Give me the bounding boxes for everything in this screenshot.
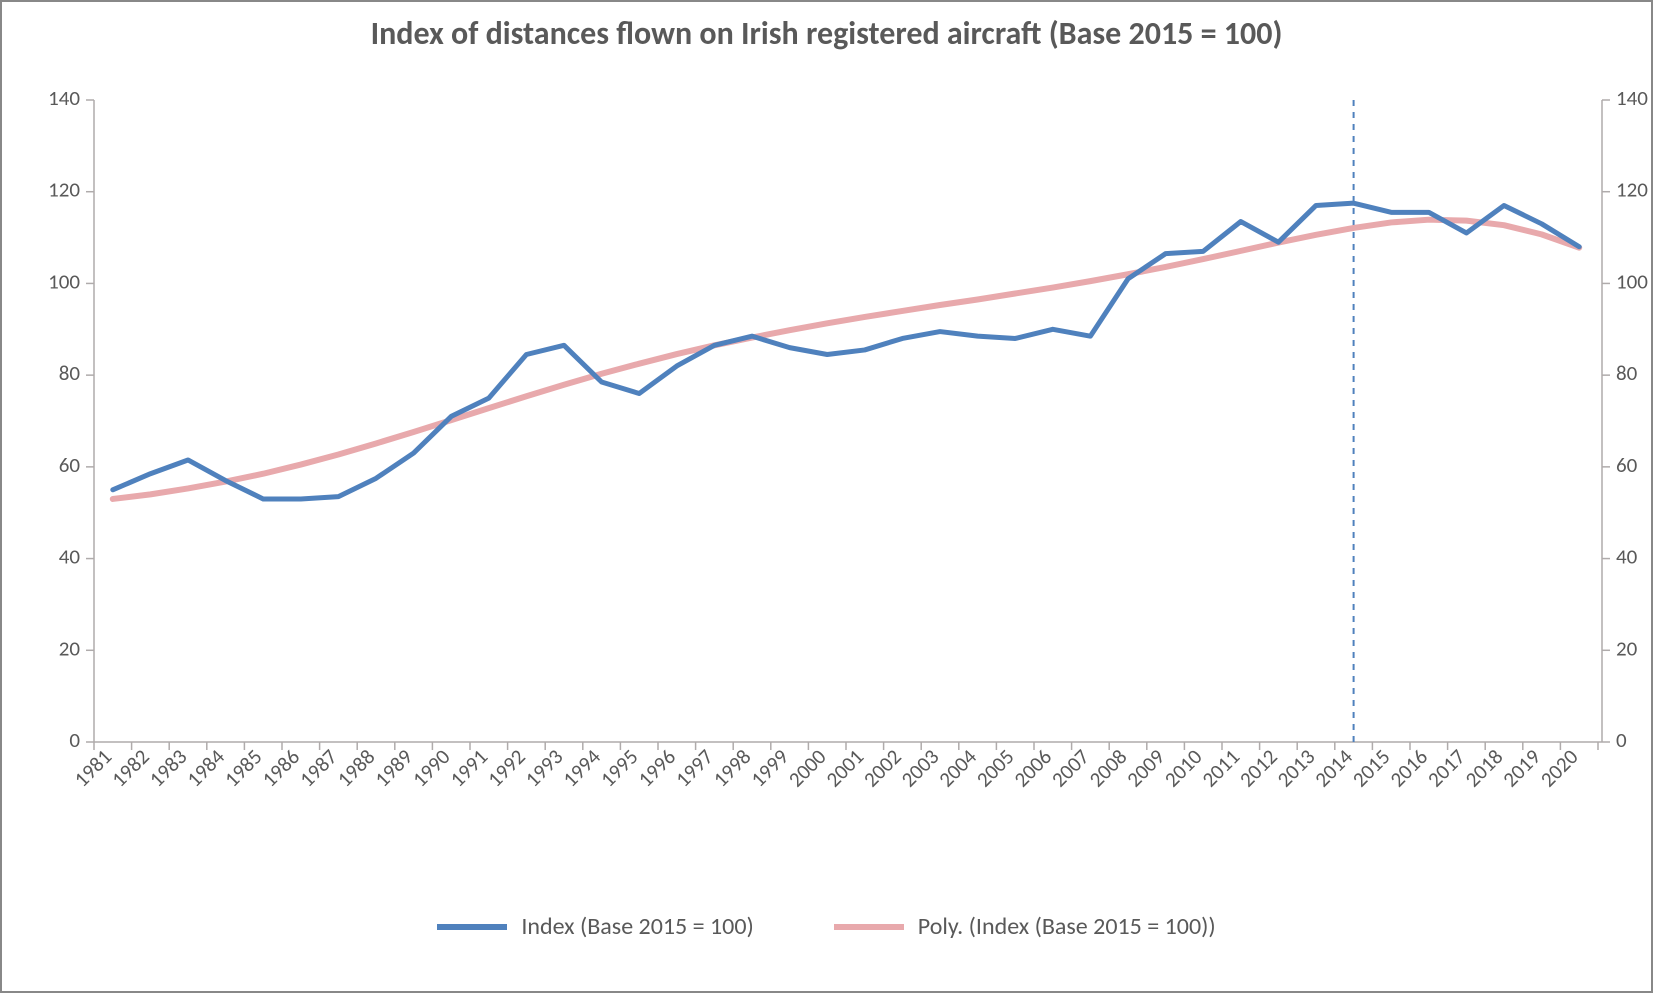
svg-text:2000: 2000 [783,744,832,793]
svg-text:2003: 2003 [896,744,944,792]
svg-text:1999: 1999 [745,744,793,792]
svg-text:1992: 1992 [482,744,530,792]
svg-text:1989: 1989 [369,744,417,792]
legend-item-series-1: Index (Base 2015 = 100) [437,912,753,941]
chart-plot: 0020204040606080801001001201201401401981… [2,2,1653,892]
svg-text:100: 100 [48,268,80,294]
svg-text:2007: 2007 [1046,744,1094,792]
legend-label-1: Index (Base 2015 = 100) [521,912,753,941]
svg-text:1994: 1994 [557,744,606,793]
svg-text:2012: 2012 [1234,744,1282,792]
svg-text:1998: 1998 [708,744,756,792]
svg-text:1982: 1982 [106,744,154,792]
svg-text:2005: 2005 [971,744,1019,792]
svg-text:1986: 1986 [257,744,305,792]
svg-text:100: 100 [1616,268,1648,294]
svg-text:80: 80 [59,360,81,386]
svg-text:1983: 1983 [144,744,192,792]
legend: Index (Base 2015 = 100) Poly. (Index (Ba… [2,912,1651,941]
svg-text:2020: 2020 [1535,744,1584,793]
svg-text:1995: 1995 [595,744,643,792]
svg-text:2009: 2009 [1121,744,1169,792]
svg-text:2002: 2002 [858,744,906,792]
legend-item-series-2: Poly. (Index (Base 2015 = 100)) [834,912,1216,941]
svg-text:0: 0 [1616,727,1627,753]
svg-text:2016: 2016 [1385,744,1433,792]
svg-text:1996: 1996 [633,744,681,792]
svg-text:2015: 2015 [1347,744,1395,792]
svg-text:2018: 2018 [1460,744,1508,792]
svg-text:2019: 2019 [1497,744,1545,792]
svg-text:20: 20 [59,635,81,661]
svg-text:2001: 2001 [821,744,869,792]
svg-text:1987: 1987 [294,744,342,792]
svg-text:140: 140 [48,85,80,111]
svg-text:1993: 1993 [520,744,568,792]
svg-text:80: 80 [1616,360,1638,386]
svg-text:40: 40 [59,544,81,570]
svg-text:40: 40 [1616,544,1638,570]
chart-frame: Index of distances flown on Irish regist… [0,0,1653,993]
svg-text:2011: 2011 [1197,744,1245,792]
svg-text:2008: 2008 [1084,744,1132,792]
svg-text:1991: 1991 [445,744,493,792]
svg-text:2013: 2013 [1272,744,1320,792]
svg-text:60: 60 [59,452,81,478]
svg-text:140: 140 [1616,85,1648,111]
svg-text:2004: 2004 [933,744,982,793]
legend-label-2: Poly. (Index (Base 2015 = 100)) [918,912,1216,941]
svg-text:1997: 1997 [670,744,718,792]
svg-text:120: 120 [1616,177,1648,203]
svg-text:1984: 1984 [181,744,230,793]
svg-text:120: 120 [48,177,80,203]
svg-text:1985: 1985 [219,744,267,792]
svg-text:60: 60 [1616,452,1638,478]
svg-text:2006: 2006 [1009,744,1057,792]
legend-swatch-2 [834,924,904,930]
svg-text:20: 20 [1616,635,1638,661]
svg-text:2014: 2014 [1309,744,1358,793]
legend-swatch-1 [437,924,507,930]
svg-text:2017: 2017 [1422,744,1470,792]
svg-text:1988: 1988 [332,744,380,792]
svg-text:1990: 1990 [407,744,456,793]
svg-text:0: 0 [69,727,80,753]
svg-text:2010: 2010 [1159,744,1208,793]
